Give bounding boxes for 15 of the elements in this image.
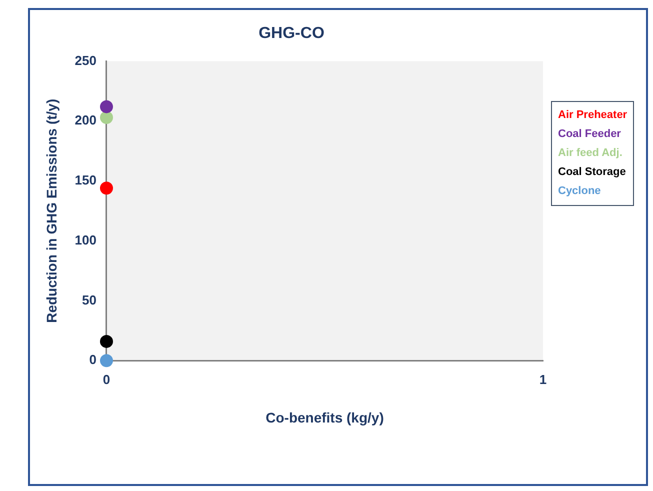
text: Air feed Adj. [558,146,624,162]
chart-title: GHG-CO [258,25,324,42]
y-axis-title: Reduction in GHG Emissions (t/y) [43,98,60,323]
text: Cyclone [558,184,602,200]
y-tick-label: 50 [82,292,96,308]
y-tick-label: 200 [74,112,96,128]
text: Coal Feeder [558,127,622,142]
y-tick-label: 150 [74,172,96,188]
text: Coal Storage [558,165,627,180]
x-axis-title: Co-benefits (kg/y) [266,409,384,426]
x-tick-label: 1 [539,372,547,387]
y-tick-label: 0 [89,352,96,368]
text: Air Preheater [558,108,628,124]
y-tick-label: 100 [74,232,96,248]
y-tick-label: 250 [74,52,96,68]
